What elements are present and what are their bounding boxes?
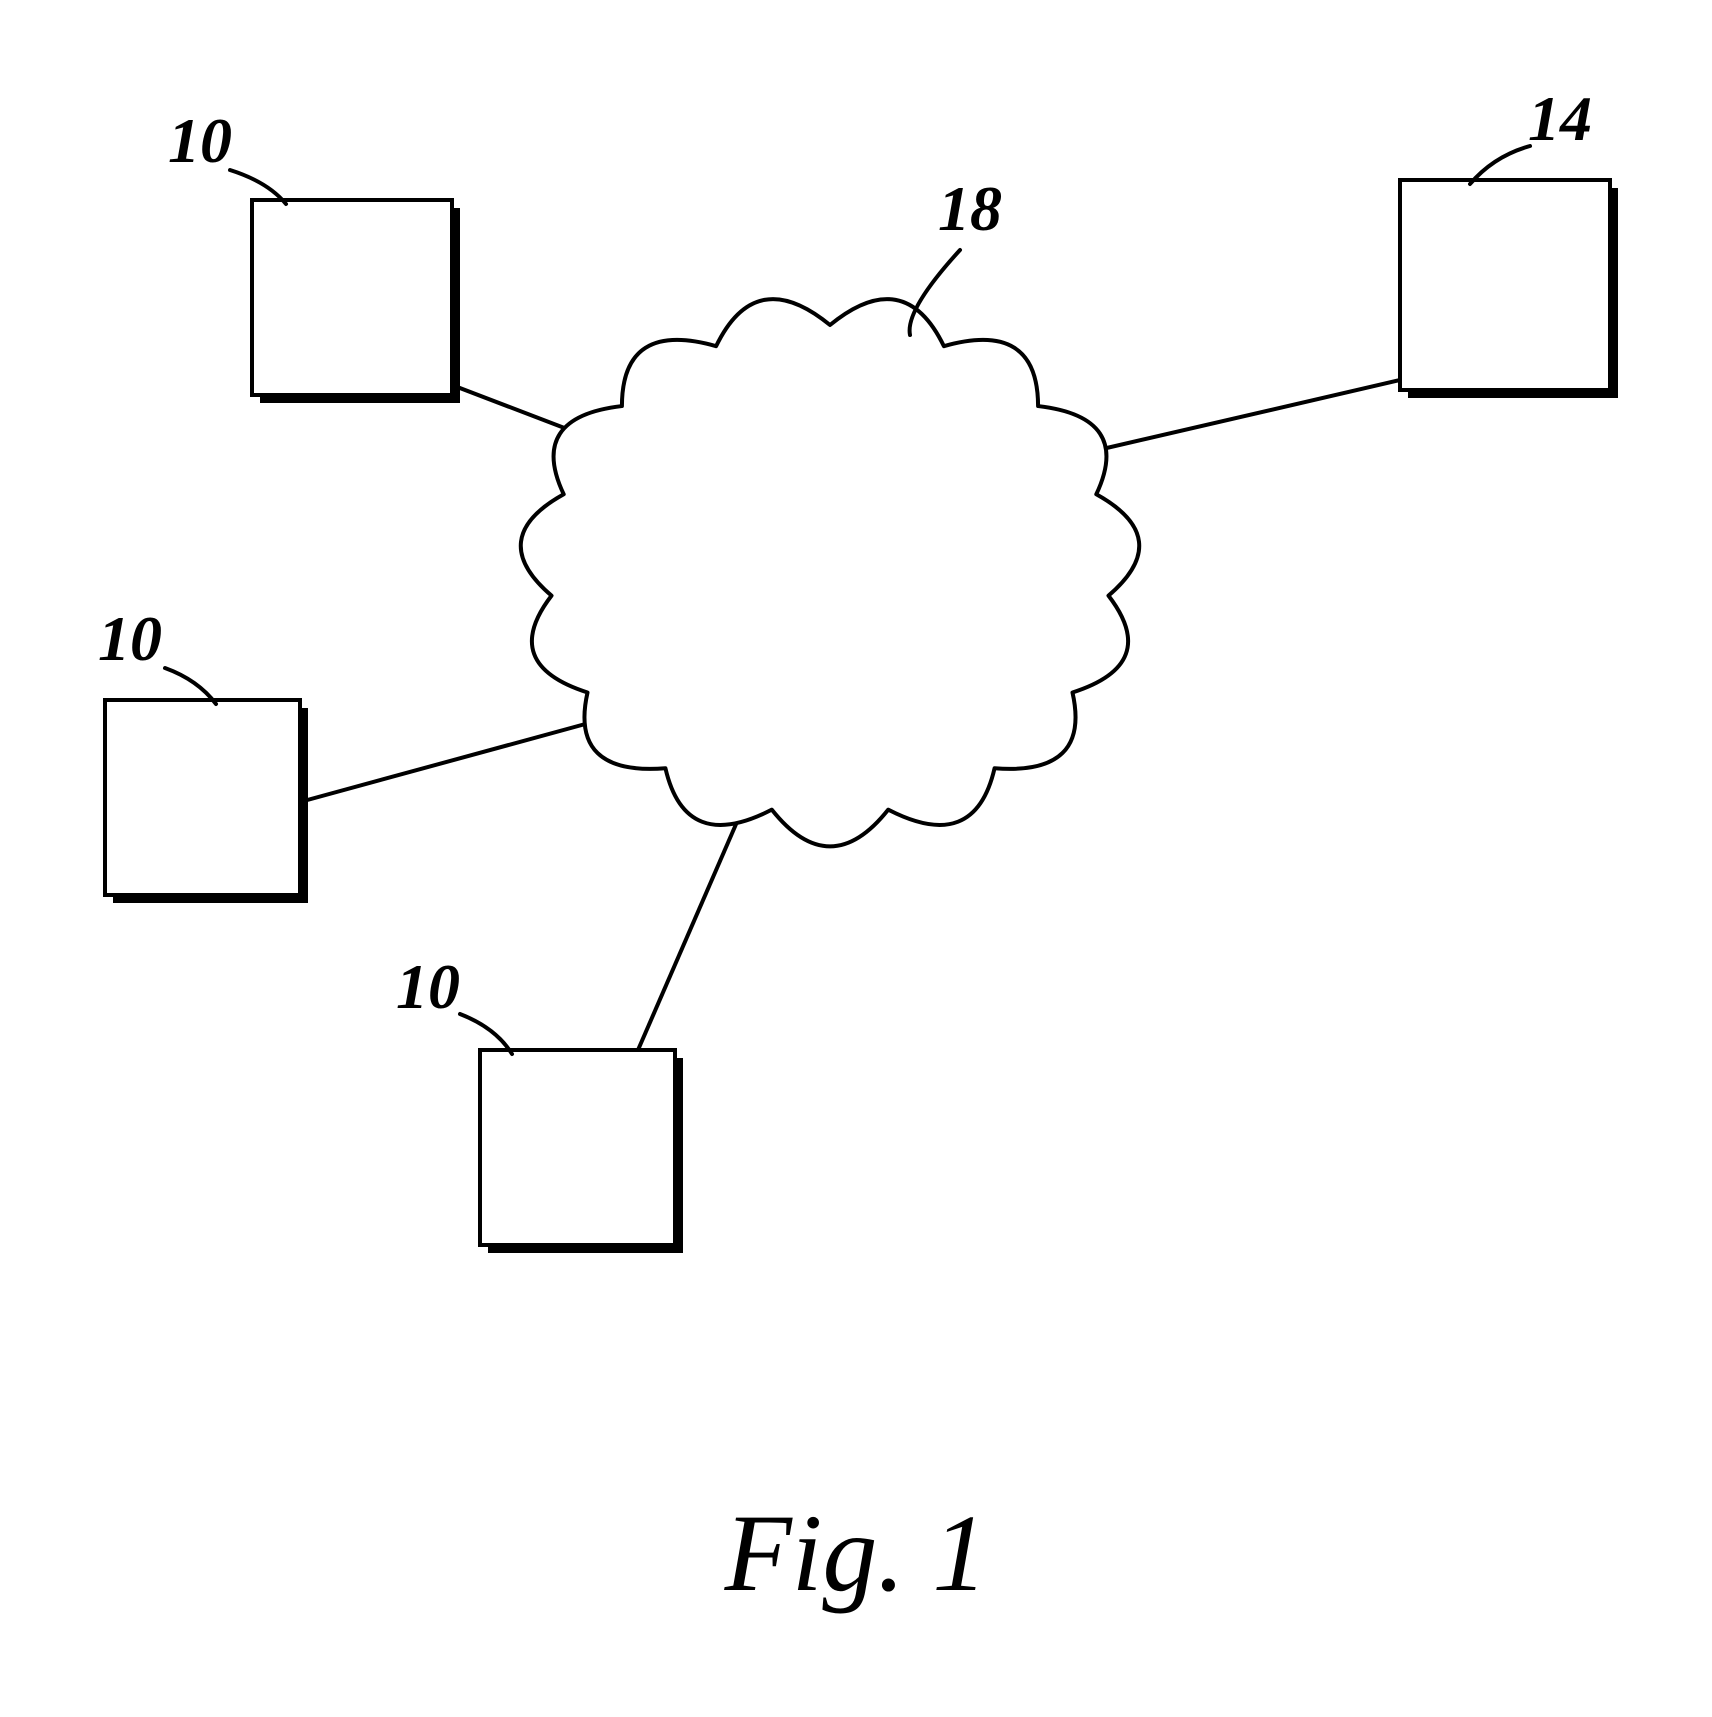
figure-caption: Fig. 1 [724,1492,988,1614]
network-diagram: 10 10 10 14 18 Fig. 1 [0,0,1712,1717]
edge [300,720,600,802]
cloud-network [521,299,1139,846]
box-mid-left [105,700,308,903]
ref-label: 10 [98,603,162,674]
box-right [1400,180,1618,398]
ref-label: 10 [168,105,232,176]
ref-label: 18 [938,173,1002,244]
ref-label: 14 [1528,83,1592,154]
edge [638,815,740,1050]
ref-label: 10 [396,951,460,1022]
box-top-left [252,200,460,403]
box-bottom [480,1050,683,1253]
